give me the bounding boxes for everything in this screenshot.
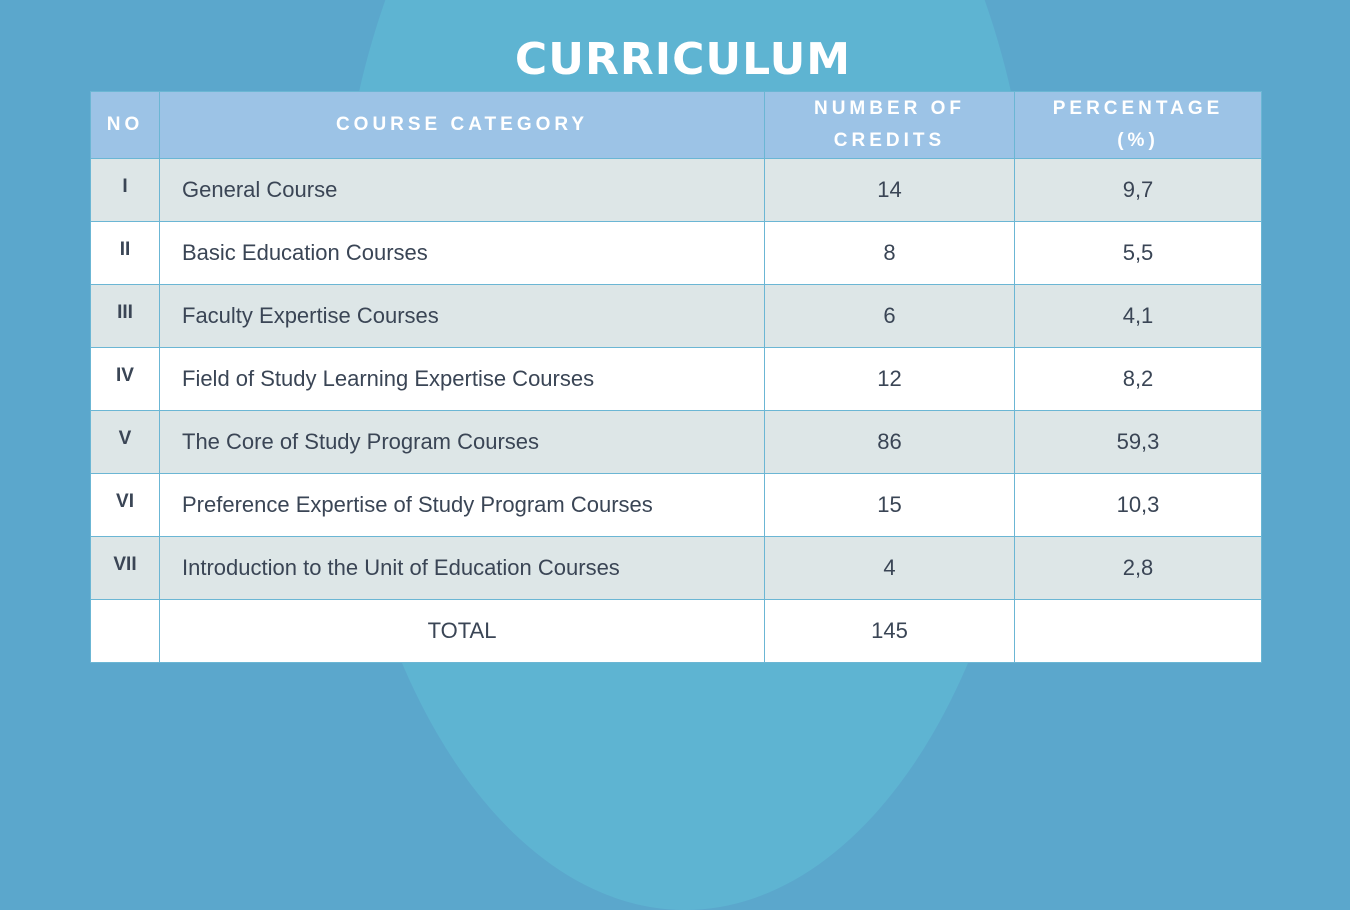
row-number: III xyxy=(90,284,160,348)
header-no: NO xyxy=(90,91,160,159)
table-header-row: NO COURSE CATEGORY NUMBER OF CREDITS PER… xyxy=(90,91,1262,159)
total-no-cell xyxy=(90,599,160,663)
row-number: VII xyxy=(90,536,160,600)
total-label: TOTAL xyxy=(159,599,765,663)
row-number: IV xyxy=(90,347,160,411)
percentage-cell: 59,3 xyxy=(1014,410,1262,474)
table-row: VII Introduction to the Unit of Educatio… xyxy=(90,536,1262,600)
curriculum-table: NO COURSE CATEGORY NUMBER OF CREDITS PER… xyxy=(90,91,1262,663)
percentage-cell: 4,1 xyxy=(1014,284,1262,348)
percentage-cell: 2,8 xyxy=(1014,536,1262,600)
course-category: Introduction to the Unit of Education Co… xyxy=(159,536,765,600)
total-percentage-cell xyxy=(1014,599,1262,663)
course-category: Faculty Expertise Courses xyxy=(159,284,765,348)
course-category: The Core of Study Program Courses xyxy=(159,410,765,474)
credits-cell: 15 xyxy=(764,473,1015,537)
table-row: III Faculty Expertise Courses 6 4,1 xyxy=(90,284,1262,348)
course-category: General Course xyxy=(159,158,765,222)
header-course-category: COURSE CATEGORY xyxy=(159,91,765,159)
row-number: V xyxy=(90,410,160,474)
page-title: CURRICULUM xyxy=(514,34,852,85)
percentage-cell: 9,7 xyxy=(1014,158,1262,222)
credits-cell: 12 xyxy=(764,347,1015,411)
header-percentage: PERCENTAGE (%) xyxy=(1014,91,1262,159)
row-number: II xyxy=(90,221,160,285)
course-category: Field of Study Learning Expertise Course… xyxy=(159,347,765,411)
row-number: VI xyxy=(90,473,160,537)
credits-cell: 86 xyxy=(764,410,1015,474)
credits-cell: 8 xyxy=(764,221,1015,285)
percentage-cell: 10,3 xyxy=(1014,473,1262,537)
credits-cell: 14 xyxy=(764,158,1015,222)
percentage-cell: 5,5 xyxy=(1014,221,1262,285)
table-row: I General Course 14 9,7 xyxy=(90,158,1262,222)
total-credits: 145 xyxy=(764,599,1015,663)
header-number-of-credits: NUMBER OF CREDITS xyxy=(764,91,1015,159)
course-category: Basic Education Courses xyxy=(159,221,765,285)
table-row: V The Core of Study Program Courses 86 5… xyxy=(90,410,1262,474)
credits-cell: 4 xyxy=(764,536,1015,600)
table-row: II Basic Education Courses 8 5,5 xyxy=(90,221,1262,285)
credits-cell: 6 xyxy=(764,284,1015,348)
row-number: I xyxy=(90,158,160,222)
total-row: TOTAL 145 xyxy=(90,599,1262,663)
table-row: IV Field of Study Learning Expertise Cou… xyxy=(90,347,1262,411)
percentage-cell: 8,2 xyxy=(1014,347,1262,411)
course-category: Preference Expertise of Study Program Co… xyxy=(159,473,765,537)
table-row: VI Preference Expertise of Study Program… xyxy=(90,473,1262,537)
